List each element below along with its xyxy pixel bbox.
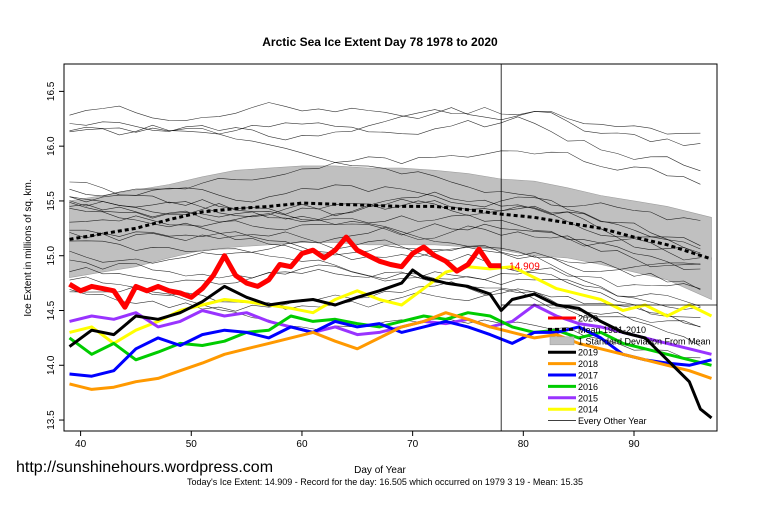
legend-label: 2017 [578,371,598,381]
std-band-area [69,165,712,300]
x-axis-label: Day of Year [354,465,406,476]
series-line-2020 [68,234,502,310]
y-tick-label: 15.0 [46,246,57,266]
x-axis-ticks: 40 50 60 70 80 90 [75,431,640,450]
legend-label: 1 Standard Deviation From Mean [578,336,711,346]
y-tick-label: 16.5 [46,81,57,101]
legend-label: 2018 [578,359,598,369]
legend-label: Mean 1981-2010 [578,325,646,335]
other-year-line [69,181,701,254]
x-tick-label: 50 [186,439,198,450]
other-year-line [69,196,701,256]
legend-label: 2020 [578,314,598,324]
x-tick-label: 90 [628,439,640,450]
plot-frame [63,63,718,432]
other-year-line [69,184,701,250]
source-url: http://sunshinehours.wordpress.com [16,459,274,476]
other-year-line [69,229,701,318]
other-year-line [69,264,701,307]
legend-label: 2016 [578,382,598,392]
series-line-2019 [68,268,713,420]
y-tick-label: 15.5 [46,191,57,211]
other-year-line [69,208,701,310]
series-lines [68,234,713,420]
other-year-line [69,225,701,268]
other-year-line [69,116,701,172]
y-tick-label: 16.0 [46,136,57,156]
legend-label: 2014 [578,405,598,415]
y-tick-label: 13.5 [46,410,57,430]
other-year-line [69,231,701,272]
other-year-line [69,240,701,290]
legend-label: 2015 [578,393,598,403]
other-year-line [69,124,701,221]
y-tick-label: 14.0 [46,355,57,375]
chart-title: Arctic Sea Ice Extent Day 78 1978 to 202… [262,35,498,49]
mean-line-path [69,201,712,261]
x-tick-label: 40 [75,439,87,450]
series-line-2017 [69,319,712,378]
other-year-line [69,203,701,291]
legend-swatch [549,336,575,346]
x-tick-label: 80 [518,439,530,450]
other-year-line [69,200,701,261]
other-year-line [69,285,701,359]
x-tick-label: 60 [296,439,308,450]
series-line-2018 [69,311,712,391]
mean-line [69,201,712,261]
other-year-line [69,107,701,146]
legend-label: Every Other Year [578,416,647,426]
y-axis-ticks: 13.5 14.0 14.5 15.0 15.5 16.0 16.5 [46,81,64,430]
reference-lines [500,64,717,431]
other-year-line [69,202,701,270]
other-year-line [69,259,701,347]
legend-label: 2019 [578,348,598,358]
other-years-lines [69,102,701,359]
today-value-label: 14.909 [509,262,540,273]
footer-stats: Today's Ice Extent: 14.909 - Record for … [187,477,583,487]
other-year-line [69,102,701,135]
y-axis-label: Ice Extent in millions of sq. km. [23,179,34,316]
y-tick-label: 14.5 [46,300,57,320]
std-band [69,165,712,300]
x-tick-label: 70 [407,439,419,450]
series-line-2015 [69,303,712,356]
